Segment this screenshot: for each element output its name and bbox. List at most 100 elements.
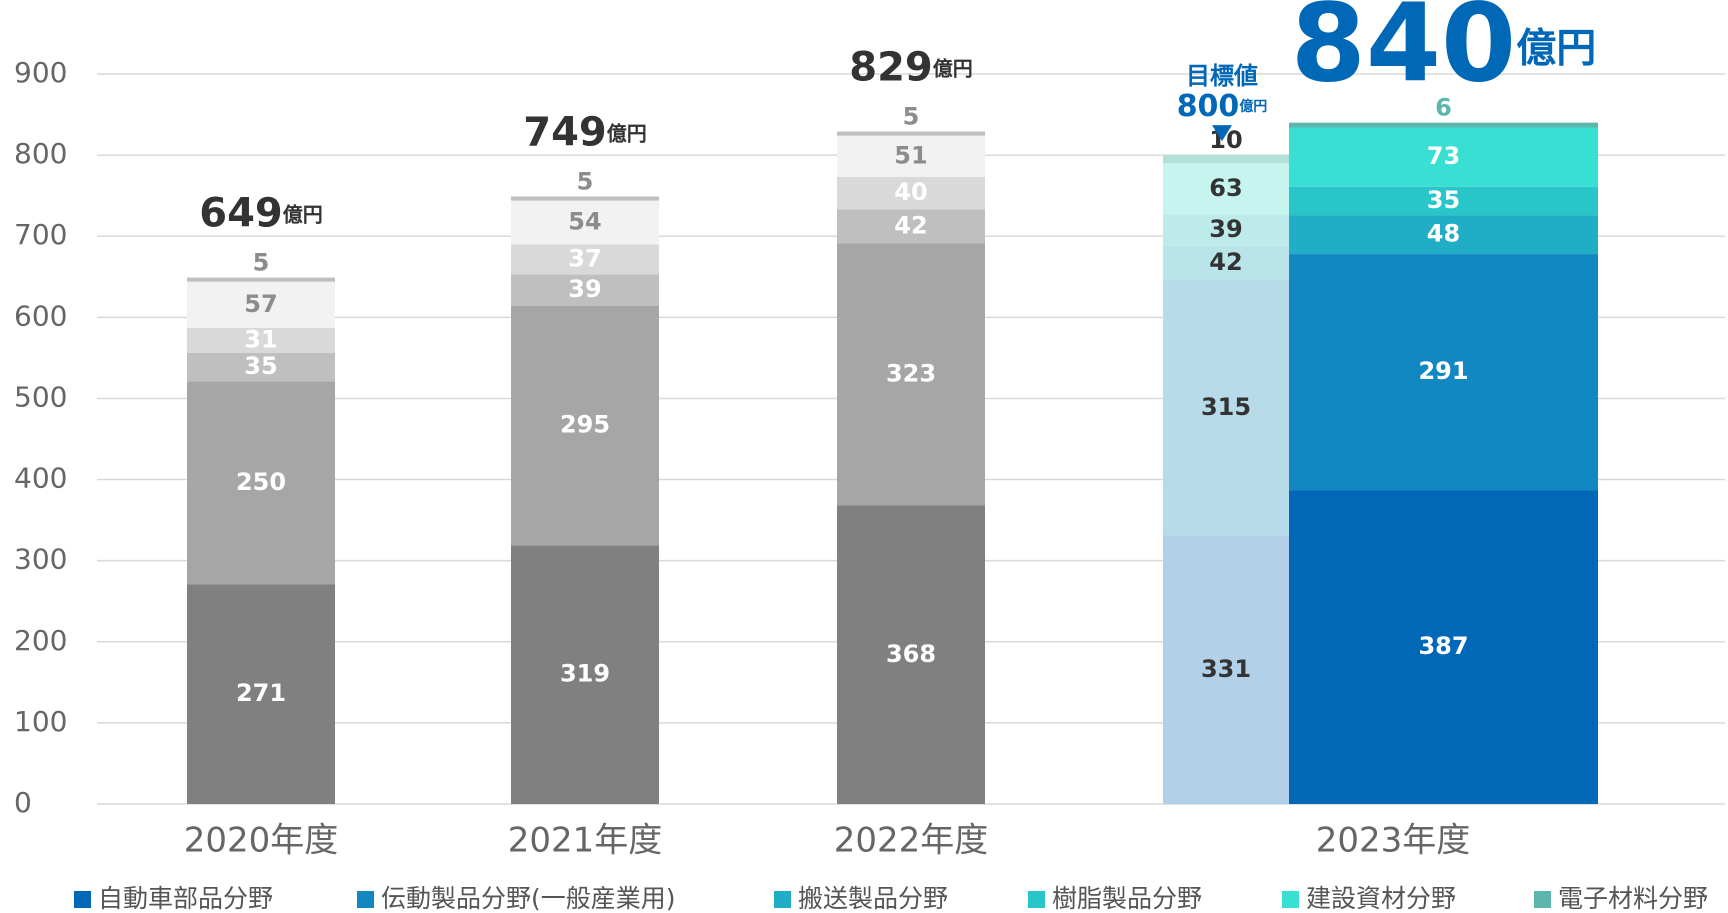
- segment-label: 250: [236, 468, 286, 496]
- bar-segment: [1289, 490, 1598, 804]
- legend-swatch: [774, 891, 791, 908]
- segment-label: 315: [1201, 393, 1251, 421]
- bar-segment: [1163, 163, 1289, 215]
- total-label: 749億円: [523, 109, 647, 155]
- segment-label: 368: [886, 640, 936, 668]
- total-value: 829: [849, 45, 933, 91]
- segment-label: 51: [894, 141, 927, 169]
- target-unit: 億円: [1239, 98, 1267, 115]
- segment-label: 48: [1427, 220, 1460, 248]
- bar-segment: [837, 131, 985, 136]
- bar-segment: [1289, 215, 1598, 255]
- y-tick-label: 300: [14, 543, 67, 576]
- segment-label: 42: [1209, 248, 1242, 276]
- y-tick-label: 800: [14, 137, 67, 170]
- bar-segment: [1163, 535, 1289, 804]
- x-tick-label: 2021年度: [508, 821, 663, 861]
- bar-segment: [187, 327, 335, 354]
- total-value: 649: [199, 191, 283, 237]
- total-unit: 億円: [607, 121, 647, 145]
- segment-label: 5: [903, 103, 920, 131]
- x-tick-label: 2023年度: [1316, 821, 1471, 861]
- total-label: 649億円: [199, 191, 323, 237]
- legend-swatch: [1282, 891, 1299, 908]
- segment-label: 40: [894, 178, 927, 206]
- legend-swatch: [1028, 891, 1045, 908]
- segment-label: 5: [577, 167, 594, 195]
- y-tick-label: 200: [14, 624, 67, 657]
- bar-segment: [187, 381, 335, 585]
- segment-label: 37: [568, 244, 601, 272]
- segment-label: 295: [560, 411, 610, 439]
- bar-segment: [187, 584, 335, 804]
- x-tick-label: 2020年度: [184, 821, 339, 861]
- bar-segment: [511, 196, 659, 201]
- segment-label: 42: [894, 211, 927, 239]
- bar-segment: [1289, 122, 1598, 128]
- y-tick-label: 600: [14, 299, 67, 332]
- segment-label: 5: [253, 249, 270, 277]
- total-label: 829億円: [849, 45, 973, 91]
- bar-segment: [187, 277, 335, 282]
- bar-segment: [1163, 155, 1289, 164]
- target-label: 目標値: [1186, 62, 1258, 90]
- y-tick-label: 500: [14, 380, 67, 413]
- segment-label: 35: [1427, 186, 1460, 214]
- legend-label: 搬送製品分野: [798, 884, 948, 913]
- bar-segment: [1163, 214, 1289, 246]
- legend-label: 自動車部品分野: [98, 884, 273, 913]
- y-tick-label: 0: [14, 786, 32, 819]
- bar-segment: [1289, 186, 1598, 216]
- legend-swatch: [74, 891, 91, 908]
- bar-segment: [511, 545, 659, 804]
- bar-segment: [1163, 280, 1289, 536]
- total-value: 749: [523, 109, 607, 155]
- total-value: 840: [1291, 0, 1516, 106]
- segment-label: 54: [568, 207, 601, 235]
- bar-segment: [837, 505, 985, 804]
- legend-label: 電子材料分野: [1558, 884, 1708, 913]
- target-total: 800億円: [1177, 89, 1268, 124]
- total-unit: 億円: [283, 202, 323, 226]
- target-arrow: [1212, 125, 1232, 142]
- segment-label: 319: [560, 660, 610, 688]
- segment-label: 387: [1418, 632, 1468, 660]
- bar-segment: [837, 135, 985, 178]
- bar-segment: [187, 353, 335, 382]
- segment-label: 39: [568, 275, 601, 303]
- segment-label: 39: [1209, 215, 1242, 243]
- segment-label: 35: [244, 352, 277, 380]
- total-unit: 億円: [1516, 26, 1596, 72]
- y-tick-label: 700: [14, 218, 67, 251]
- x-tick-label: 2022年度: [834, 821, 989, 861]
- bar-segment: [1289, 127, 1598, 187]
- segment-label: 73: [1427, 142, 1460, 170]
- y-tick-label: 900: [14, 56, 67, 89]
- segment-label: 6: [1435, 94, 1452, 122]
- target-value: 800: [1177, 89, 1240, 124]
- segment-label: 57: [244, 290, 277, 318]
- segment-label: 331: [1201, 655, 1251, 683]
- segment-label: 63: [1209, 174, 1242, 202]
- total-label: 840億円: [1291, 0, 1596, 106]
- bar-segment: [837, 209, 985, 244]
- legend-label: 建設資材分野: [1306, 884, 1456, 913]
- segment-label: 323: [886, 360, 936, 388]
- legend-swatch: [357, 891, 374, 908]
- legend-swatch: [1534, 891, 1551, 908]
- total-unit: 億円: [933, 56, 973, 80]
- segment-label: 291: [1418, 357, 1468, 385]
- y-tick-label: 400: [14, 462, 67, 495]
- segment-label: 271: [236, 679, 286, 707]
- legend-label: 伝動製品分野(一般産業用): [381, 884, 676, 913]
- segment-label: 31: [244, 325, 277, 353]
- bar-segment: [1289, 254, 1598, 491]
- bar-segment: [187, 281, 335, 328]
- bar-segment: [1163, 245, 1289, 281]
- legend-label: 樹脂製品分野: [1052, 884, 1202, 913]
- bar-segment: [837, 177, 985, 210]
- bar-segment: [511, 305, 659, 546]
- bar-segment: [511, 244, 659, 275]
- bar-segment: [837, 243, 985, 506]
